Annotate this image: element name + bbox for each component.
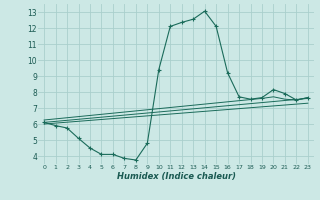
X-axis label: Humidex (Indice chaleur): Humidex (Indice chaleur) xyxy=(116,172,236,181)
